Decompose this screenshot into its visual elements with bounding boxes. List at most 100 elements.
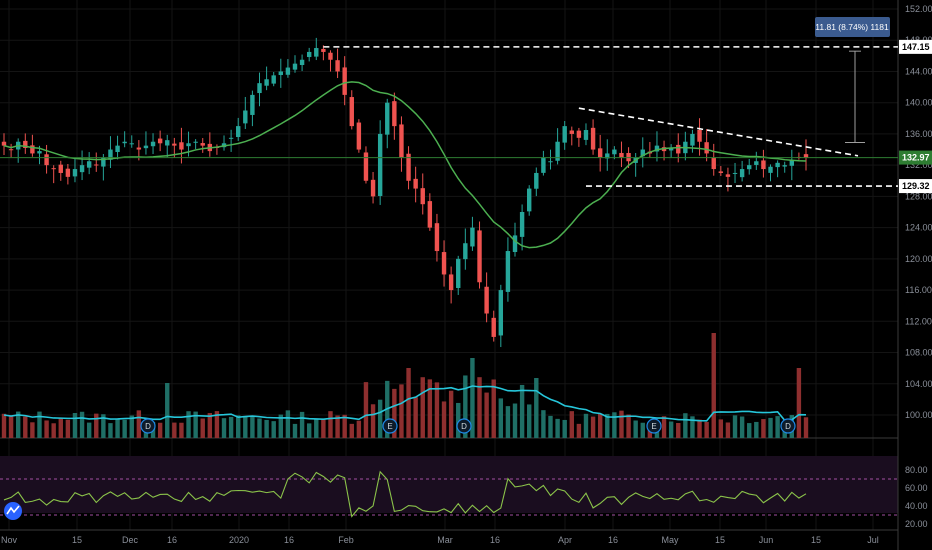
volume-bar: [420, 377, 425, 438]
volume-bar: [548, 415, 553, 438]
volume-bar: [1, 413, 7, 438]
volume-bar: [441, 401, 447, 438]
time-tick-label: 15: [72, 535, 82, 545]
candle-body: [299, 59, 305, 66]
volume-bar: [739, 416, 745, 438]
volume-bar: [37, 411, 42, 438]
candle-body: [179, 142, 184, 150]
candle-body: [725, 174, 731, 177]
candle-body: [704, 142, 709, 154]
candle-body: [86, 161, 92, 168]
overlays: [0, 46, 898, 187]
resistance-price-tag: 147.15: [902, 42, 930, 52]
volume-bar: [58, 418, 63, 438]
volume-bar: [243, 415, 248, 438]
candle-body: [548, 161, 553, 163]
candle-body: [399, 124, 404, 158]
price-tick-label: 140.00: [905, 98, 932, 108]
volume-bar: [718, 419, 724, 438]
volume-bar: [512, 403, 518, 438]
rsi-line: [3, 470, 807, 518]
candle-body: [803, 154, 809, 158]
candle-body: [597, 148, 603, 158]
price-tick-label: 108.00: [905, 348, 932, 358]
volume-bar: [661, 416, 667, 438]
volume-bar: [747, 423, 752, 438]
candle-body: [498, 290, 504, 336]
event-marker: E: [382, 418, 398, 434]
candle-body: [271, 75, 276, 84]
volume-bar: [562, 419, 567, 438]
candle-body: [534, 172, 539, 189]
time-tick-label: Jun: [759, 535, 774, 545]
volume-bar: [704, 421, 709, 438]
volume-bar: [356, 420, 362, 438]
volume-bar: [136, 410, 142, 438]
volume-bar: [456, 402, 461, 438]
volume-bar: [597, 413, 603, 438]
volume-bar: [292, 423, 298, 438]
volume-bar: [498, 398, 504, 438]
time-tick-label: Feb: [338, 535, 354, 545]
volume-bar: [427, 379, 433, 438]
candle-body: [697, 129, 702, 142]
volume-bar: [534, 378, 539, 438]
candle-body: [576, 130, 582, 138]
volume-bar: [668, 421, 674, 438]
candle-body: [321, 48, 326, 52]
candle-body: [754, 161, 759, 165]
resistance-price-tag-bg: [899, 39, 932, 54]
candle-body: [115, 145, 120, 153]
candle-body: [668, 147, 674, 151]
current-price-tag-bg: [899, 150, 932, 165]
candle-body: [761, 160, 766, 170]
volume-bar: [285, 410, 291, 438]
volume-bar: [399, 384, 404, 438]
tradingview-logo[interactable]: [4, 502, 22, 520]
price-tick-label: 124.00: [905, 223, 932, 233]
event-marker-circle: [646, 418, 662, 434]
volume-bar: [583, 413, 589, 438]
candle-body: [739, 169, 745, 178]
candle-body: [264, 79, 269, 86]
volume-bar: [477, 377, 482, 438]
time-tick-label: 15: [715, 535, 725, 545]
event-marker-label: E: [387, 422, 392, 431]
candle-body: [590, 127, 596, 150]
measure-label-bg: [815, 17, 890, 37]
candle-body: [356, 122, 362, 150]
time-tick-label: Dec: [122, 535, 139, 545]
rsi-tick-label: 80.00: [905, 465, 928, 475]
volume-bar: [697, 419, 702, 438]
volume-bar: [94, 413, 99, 438]
candle-body: [385, 102, 390, 135]
candle-body: [129, 143, 134, 145]
candle-body: [51, 168, 56, 170]
candle-body: [541, 157, 546, 173]
event-marker-circle: [140, 418, 156, 434]
candle-body: [314, 48, 319, 57]
measure-label: 11.81 (8.74%) 1181: [815, 17, 890, 37]
volume-bar: [278, 414, 283, 438]
price-moving-average: [3, 81, 807, 249]
time-tick-label: Nov: [1, 535, 18, 545]
current-price-tag: 132.97: [902, 153, 930, 163]
volume-bar: [803, 417, 809, 438]
candle-body: [505, 251, 511, 292]
volume-bar: [768, 417, 773, 438]
volume-bar: [725, 422, 731, 438]
candle-body: [243, 110, 248, 124]
candle-body: [236, 126, 241, 138]
volume-bar: [732, 415, 738, 438]
candle-body: [420, 188, 425, 205]
volume-bar: [65, 419, 71, 438]
volume-bar: [186, 411, 191, 438]
candle-body: [172, 143, 177, 146]
candle-body: [44, 154, 49, 166]
time-tick-label: 16: [167, 535, 177, 545]
candle-body: [285, 67, 291, 75]
candle-body: [165, 140, 170, 146]
volume-bar: [271, 421, 276, 438]
time-tick-label: Jul: [867, 535, 879, 545]
